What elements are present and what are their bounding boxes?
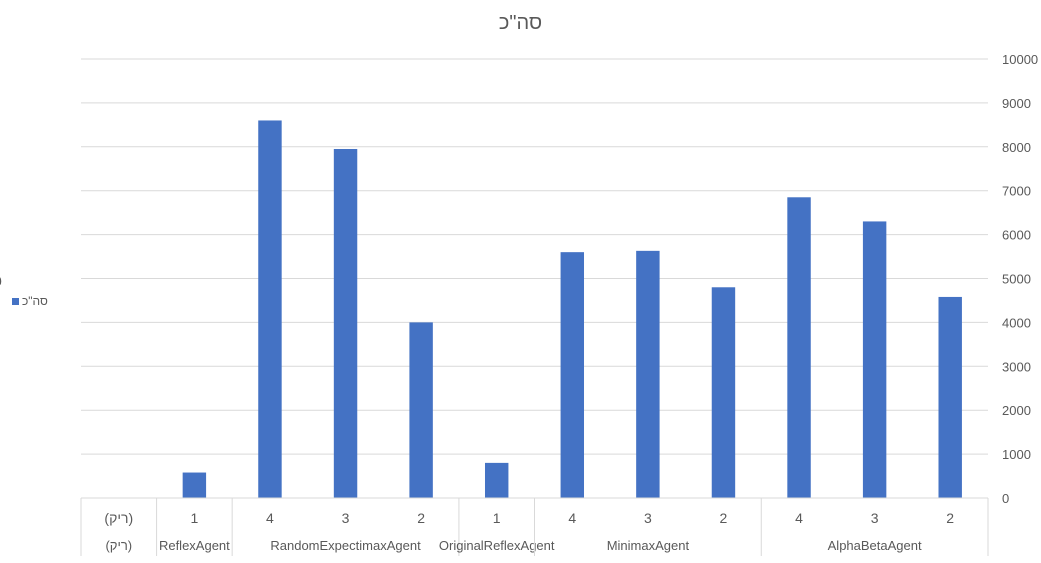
legend-label: סה"כ [22, 294, 48, 308]
y-tick-label: 1000 [1002, 447, 1031, 462]
category-label: 3 [644, 510, 652, 526]
group-label: OriginalReflexAgent [439, 538, 555, 553]
y-tick-label: 6000 [1002, 228, 1031, 243]
chart-title: סה"כ [498, 12, 543, 34]
category-label: 3 [342, 510, 350, 526]
group-label: MinimaxAgent [607, 538, 690, 553]
y-tick-label: 5000 [1002, 272, 1031, 287]
group-label: AlphaBetaAgent [828, 538, 922, 553]
group-label: ReflexAgent [159, 538, 230, 553]
bar [787, 197, 811, 498]
category-label: 4 [568, 510, 576, 526]
group-label: RandomExpectimaxAgent [270, 538, 421, 553]
bar [409, 322, 433, 498]
y-tick-label: 2000 [1002, 403, 1031, 418]
y-tick-label: 4000 [1002, 315, 1031, 330]
bar [938, 296, 962, 498]
bar [258, 120, 282, 499]
cropped-legend-mark: 0 [0, 273, 2, 289]
bar [560, 252, 585, 498]
y-tick-label: 8000 [1002, 140, 1031, 155]
category-label: 1 [493, 510, 501, 526]
bar [636, 250, 660, 498]
bar [333, 148, 358, 498]
category-label: 3 [871, 510, 879, 526]
y-tick-label: 7000 [1002, 184, 1031, 199]
legend: סה"כ [12, 294, 48, 308]
bar [182, 472, 207, 498]
bar [711, 287, 736, 498]
category-label: 2 [946, 510, 954, 526]
y-tick-label: 0 [1002, 491, 1009, 506]
category-label: 4 [795, 510, 803, 526]
bar [484, 462, 509, 498]
category-label: 1 [190, 510, 198, 526]
y-tick-label: 9000 [1002, 96, 1031, 111]
y-tick-label: 3000 [1002, 359, 1031, 374]
bar [862, 221, 887, 498]
category-label: 2 [720, 510, 728, 526]
category-label: (ריק) [104, 510, 133, 526]
y-tick-label: 10000 [1002, 52, 1038, 67]
legend-swatch [12, 297, 19, 305]
category-label: 4 [266, 510, 274, 526]
group-label: (ריק) [105, 538, 132, 553]
category-label: 2 [417, 510, 425, 526]
